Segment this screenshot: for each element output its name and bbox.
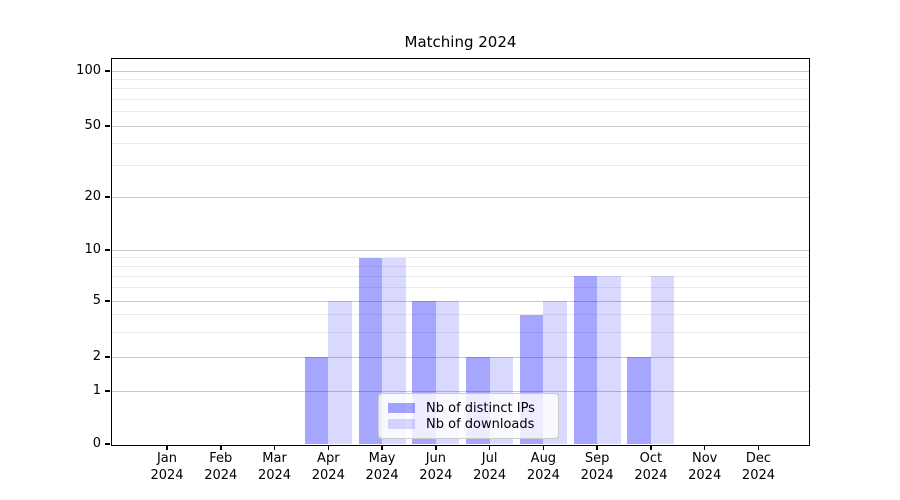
gridline xyxy=(112,196,809,198)
x-tick-label: Jul 2024 xyxy=(473,451,507,483)
bar xyxy=(597,276,621,444)
gridline xyxy=(112,275,809,277)
x-tick-label: Jan 2024 xyxy=(150,451,184,483)
legend: Nb of distinct IPs Nb of downloads xyxy=(378,393,559,439)
x-tick-label: May 2024 xyxy=(365,451,399,483)
x-tick-label: Sep 2024 xyxy=(580,451,614,483)
gridline xyxy=(112,390,809,392)
x-tick xyxy=(327,446,330,450)
y-tick-label: 10 xyxy=(84,242,101,257)
x-tick-label: Dec 2024 xyxy=(741,451,776,483)
x-tick xyxy=(488,446,491,450)
legend-label-downloads: Nb of downloads xyxy=(426,416,535,432)
x-tick xyxy=(166,446,168,450)
x-tick-label: Aug 2024 xyxy=(526,451,560,483)
gridline xyxy=(112,88,809,90)
y-tick-label: 0 xyxy=(92,436,101,451)
x-tick xyxy=(650,446,652,450)
legend-item-downloads: Nb of downloads xyxy=(388,416,549,432)
x-tick-label: Oct 2024 xyxy=(634,451,668,483)
y-tick xyxy=(105,443,110,445)
gridline xyxy=(112,111,809,113)
gridline xyxy=(112,70,809,72)
legend-swatch-distinct-ips xyxy=(388,403,415,413)
gridline xyxy=(112,314,809,316)
y-tick-label: 5 xyxy=(92,293,101,308)
bar xyxy=(358,257,383,444)
x-tick-label: Apr 2024 xyxy=(311,451,345,483)
y-tick xyxy=(105,196,110,198)
gridline xyxy=(112,257,809,259)
y-tick-label: 20 xyxy=(84,189,101,204)
gridline xyxy=(112,356,809,358)
gridline xyxy=(112,265,809,267)
legend-label-distinct-ips: Nb of distinct IPs xyxy=(426,400,535,416)
x-tick xyxy=(220,446,222,450)
y-tick xyxy=(105,390,110,392)
y-tick xyxy=(105,249,110,251)
x-tick-label: Mar 2024 xyxy=(257,451,292,483)
y-tick-label: 2 xyxy=(92,349,101,364)
gridline xyxy=(112,78,809,80)
gridline xyxy=(112,142,809,144)
gridline xyxy=(112,249,809,251)
x-tick xyxy=(757,446,760,450)
gridline xyxy=(112,300,809,302)
gridline xyxy=(112,287,809,289)
y-tick-label: 50 xyxy=(84,118,101,133)
y-tick xyxy=(105,70,110,72)
y-tick-label: 100 xyxy=(76,63,101,78)
legend-item-distinct-ips: Nb of distinct IPs xyxy=(388,400,549,416)
gridline xyxy=(112,98,809,100)
bar xyxy=(304,357,329,444)
bar xyxy=(328,301,352,444)
x-tick xyxy=(596,446,598,450)
bar xyxy=(627,357,651,444)
y-tick xyxy=(105,300,110,302)
x-tick xyxy=(381,446,383,450)
x-tick xyxy=(703,446,706,450)
x-tick xyxy=(273,446,276,450)
gridline xyxy=(112,165,809,167)
x-tick-label: Feb 2024 xyxy=(204,451,238,483)
gridline xyxy=(112,125,809,127)
legend-swatch-downloads xyxy=(388,419,415,429)
y-tick-label: 1 xyxy=(92,383,101,398)
gridline xyxy=(112,331,809,333)
bar xyxy=(573,276,598,444)
y-tick xyxy=(105,125,110,127)
x-tick xyxy=(435,446,437,450)
chart-title: Matching 2024 xyxy=(404,33,517,51)
x-tick-label: Nov 2024 xyxy=(688,451,722,483)
x-tick xyxy=(542,446,545,450)
bar xyxy=(650,276,675,444)
plot-area: Nb of distinct IPs Nb of downloads xyxy=(111,58,810,446)
x-tick-label: Jun 2024 xyxy=(419,451,453,483)
y-tick xyxy=(105,356,110,358)
